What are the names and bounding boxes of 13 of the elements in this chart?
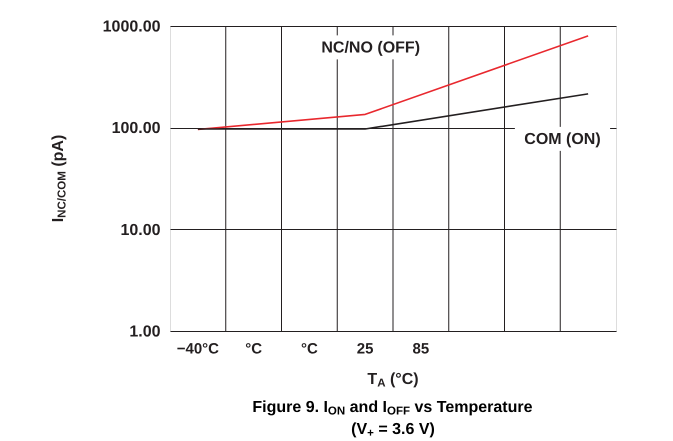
text: (V+ = 3.6 V) <box>351 421 435 440</box>
y-tick-label: 1000.00 <box>102 18 161 36</box>
x-tick-label: °C <box>245 340 262 358</box>
y-tick-label: 10.00 <box>120 222 161 239</box>
x-tick-label: 25 <box>356 340 374 358</box>
y-axis-title: INC/COM (pA) <box>50 134 68 222</box>
annotation: COM (ON) <box>524 130 601 148</box>
x-tick-label: °C <box>300 340 318 358</box>
y-tick-label: 100.00 <box>112 120 161 138</box>
y-tick-label: 1.00 <box>129 324 161 340</box>
x-tick-label: 85 <box>412 340 430 358</box>
x-tick-label: −40°C <box>176 340 220 358</box>
annotation: NC/NO (OFF) <box>321 39 420 56</box>
